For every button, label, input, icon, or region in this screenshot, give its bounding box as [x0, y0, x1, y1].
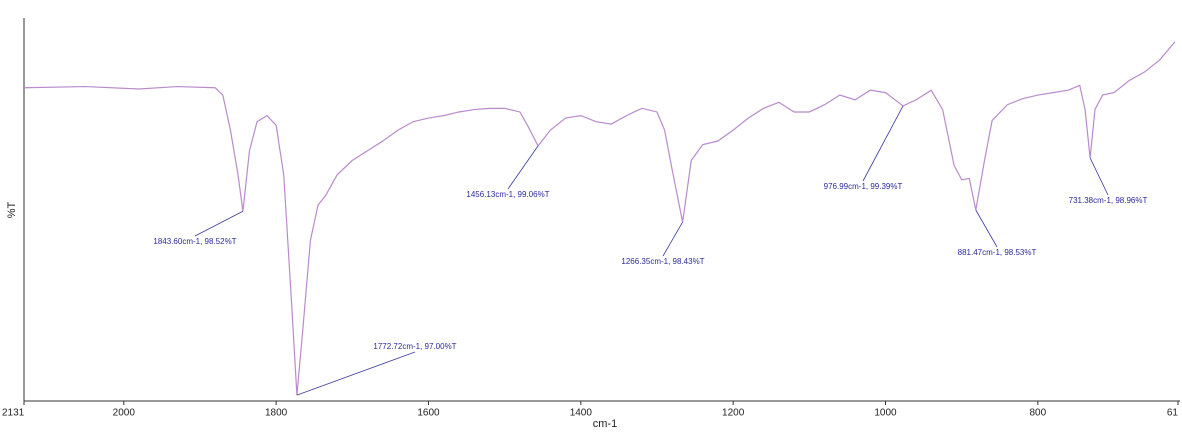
x-tick-label: 1800	[265, 408, 288, 419]
annotation-leader	[975, 209, 998, 248]
x-axis-label: cm-1	[593, 418, 617, 430]
annotation-label: 731.38cm-1, 98.96%T	[1069, 196, 1148, 205]
x-tick-label: 1600	[417, 408, 440, 419]
annotation-label: 1772.72cm-1, 97.00%T	[373, 342, 456, 351]
annotation-leader	[862, 105, 904, 182]
y-axis-label: %T	[6, 201, 18, 218]
annotation-label: 1843.60cm-1, 98.52%T	[153, 237, 236, 246]
x-tick-label: 800	[1030, 408, 1047, 419]
x-tick-label: 1000	[874, 408, 897, 419]
annotation-leader	[1089, 157, 1109, 196]
annotation-label: 1266.35cm-1, 98.43%T	[621, 257, 704, 266]
x-tick-label: 61	[1167, 408, 1179, 419]
annotation-leader	[296, 351, 416, 396]
spectrum-line	[23, 41, 1176, 396]
x-tick-label: 2000	[113, 408, 136, 419]
annotation-label: 881.47cm-1, 98.53%T	[958, 248, 1037, 257]
x-tick-label: 1400	[570, 408, 593, 419]
x-tick-label: 2131	[2, 408, 25, 419]
x-tick-label: 1200	[722, 408, 745, 419]
annotation-leader	[662, 221, 683, 257]
annotation-leader	[194, 210, 244, 237]
annotation-label: 976.99cm-1, 99.39%T	[824, 182, 903, 191]
annotation-leader	[507, 145, 539, 190]
annotation-label: 1456.13cm-1, 99.06%T	[466, 190, 549, 199]
